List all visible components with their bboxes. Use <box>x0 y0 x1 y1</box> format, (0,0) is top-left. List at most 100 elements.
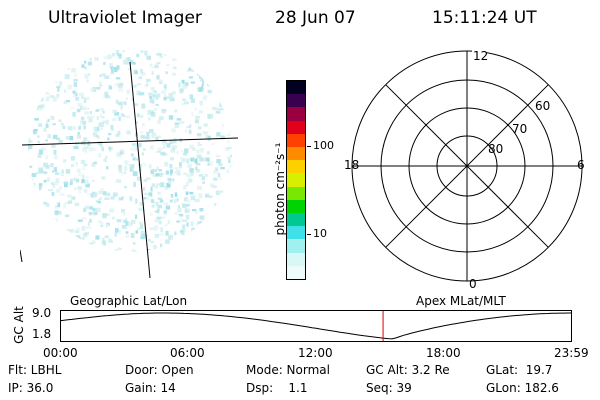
uv-speckle <box>99 122 105 127</box>
uv-speckle <box>211 244 215 249</box>
uv-speckle <box>149 129 154 134</box>
uv-speckle <box>73 255 78 260</box>
uv-speckle <box>103 158 107 162</box>
uv-speckle <box>76 134 82 139</box>
polar-lat-60: 60 <box>535 99 550 113</box>
uv-speckle <box>83 189 88 193</box>
uv-speckle <box>239 204 240 207</box>
uv-speckle <box>110 196 115 200</box>
uv-speckle <box>73 145 79 150</box>
uv-speckle <box>44 91 48 94</box>
status-mode: Mode: Normal <box>246 363 330 377</box>
uv-speckle <box>173 138 177 144</box>
uv-speckle <box>118 101 123 106</box>
uv-speckle <box>212 185 216 189</box>
uv-speckle <box>83 163 88 167</box>
uv-speckle <box>212 77 216 81</box>
uv-speckle <box>169 97 175 102</box>
uv-speckle <box>167 177 172 181</box>
uv-speckle <box>156 183 161 187</box>
uv-speckle <box>84 146 89 150</box>
uv-speckle <box>216 159 221 164</box>
uv-speckle <box>119 257 122 260</box>
uv-speckle <box>126 89 131 94</box>
uv-speckle <box>146 55 152 60</box>
uv-speckle <box>199 70 202 73</box>
uv-speckle <box>187 178 193 183</box>
uv-speckle <box>139 202 145 206</box>
uv-speckle <box>87 115 92 119</box>
uv-speckle <box>59 192 65 196</box>
uv-speckle <box>166 96 170 99</box>
uv-speckle <box>78 125 81 130</box>
uv-speckle <box>20 243 23 246</box>
uv-speckle <box>103 62 106 65</box>
uv-speckle <box>199 143 203 146</box>
uv-speckle <box>77 186 82 190</box>
uv-speckle <box>107 54 112 60</box>
uv-speckle <box>99 142 103 147</box>
uv-speckle <box>31 110 34 115</box>
uv-speckle <box>52 184 56 189</box>
uv-speckle <box>159 78 162 82</box>
uv-speckle <box>160 172 164 175</box>
uv-speckle <box>26 256 31 260</box>
uv-speckle <box>31 231 34 234</box>
uv-speckle <box>28 78 31 81</box>
uv-speckle <box>53 167 58 172</box>
colorbar-segment <box>287 173 305 188</box>
uv-speckle <box>237 80 240 83</box>
uv-speckle <box>30 204 36 209</box>
uv-speckle <box>215 167 219 172</box>
uv-speckle <box>220 257 223 261</box>
uv-speckle <box>138 143 142 148</box>
uv-speckle <box>201 84 204 90</box>
uv-speckle <box>187 163 192 169</box>
uv-speckle <box>102 110 105 114</box>
status-seq: Seq: 39 <box>366 381 412 395</box>
uv-speckle <box>112 216 115 220</box>
uv-speckle <box>151 199 155 204</box>
uv-speckle <box>98 220 102 224</box>
uv-speckle <box>140 235 145 240</box>
uv-speckle <box>196 222 199 226</box>
uv-speckle <box>84 179 89 185</box>
uv-speckle <box>130 153 134 157</box>
status-gain: Gain: 14 <box>125 381 176 395</box>
uv-speckle <box>169 139 174 145</box>
colorbar-segment <box>287 199 305 214</box>
uv-speckle <box>216 259 221 264</box>
uv-speckle <box>66 53 69 57</box>
uv-speckle <box>223 194 227 199</box>
uv-speckle <box>235 227 238 232</box>
uv-speckle <box>54 210 57 213</box>
uv-speckle <box>105 119 109 125</box>
uv-speckle <box>216 242 219 248</box>
uv-speckle <box>30 104 35 108</box>
uv-speckle <box>165 71 168 74</box>
uv-speckle <box>159 182 165 188</box>
uv-speckle <box>219 108 225 111</box>
uv-speckle <box>149 95 153 99</box>
uv-speckle <box>73 78 78 82</box>
uv-speckle <box>205 193 209 198</box>
uv-speckle <box>191 111 194 117</box>
uv-speckle <box>190 63 196 66</box>
uv-speckle <box>45 139 48 142</box>
uv-speckle <box>170 157 174 161</box>
uv-speckle <box>41 77 47 81</box>
uv-speckle <box>28 189 31 193</box>
uv-speckle <box>225 230 228 235</box>
uv-speckle <box>227 156 231 160</box>
uv-speckle <box>56 93 60 97</box>
uv-speckle <box>81 179 85 184</box>
uv-speckle <box>205 134 209 139</box>
uv-speckle <box>30 232 35 236</box>
uv-speckle <box>196 185 202 190</box>
uv-speckle <box>145 83 149 87</box>
uv-speckle <box>190 157 195 162</box>
uv-speckle <box>103 94 106 98</box>
uv-speckle <box>226 78 230 82</box>
uv-speckle <box>90 242 93 248</box>
uv-speckle <box>28 62 30 67</box>
